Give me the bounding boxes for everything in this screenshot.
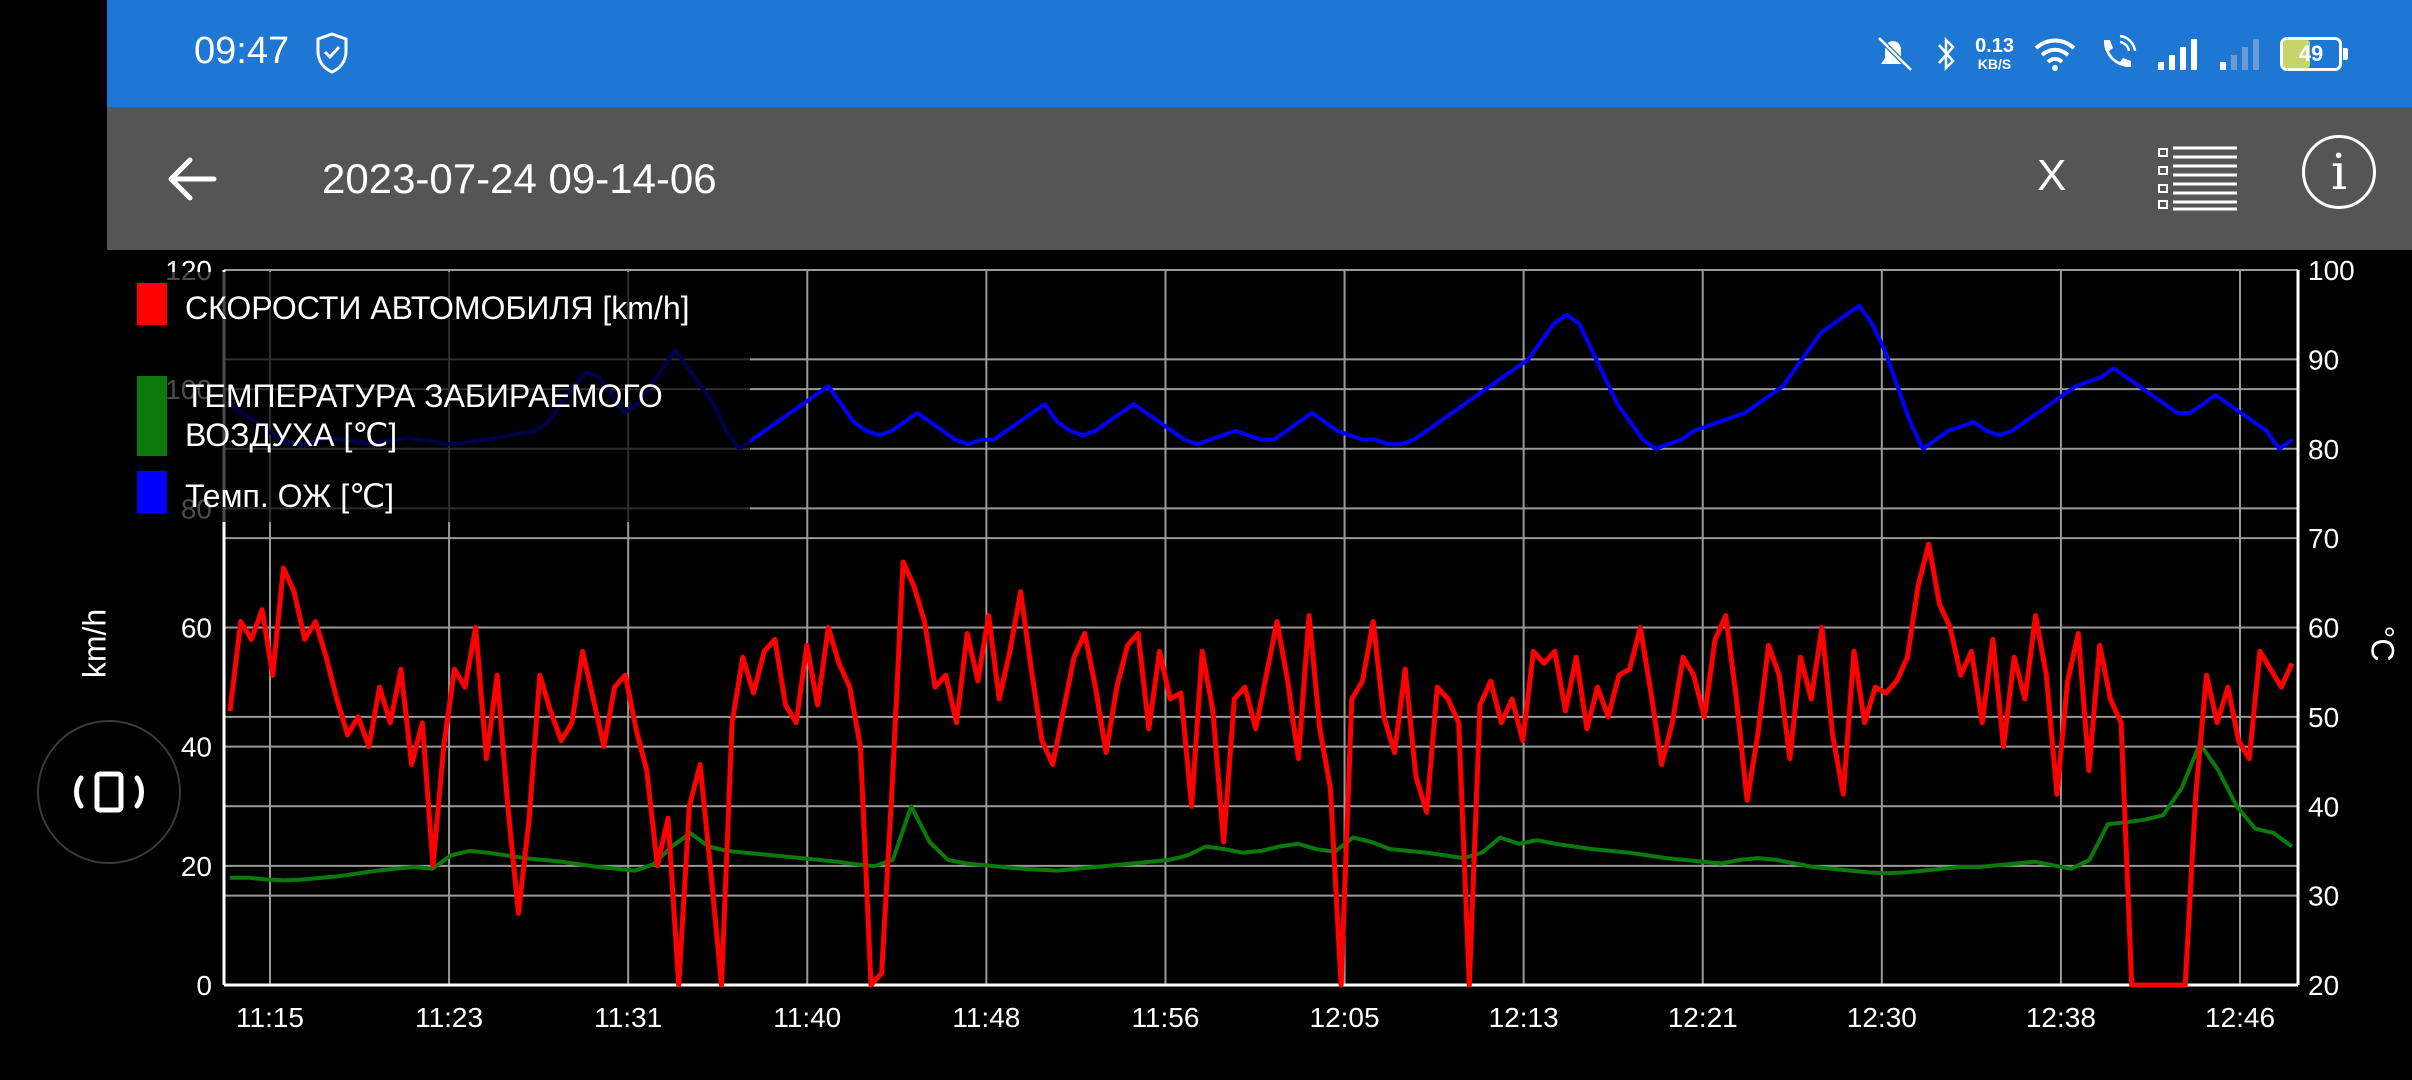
left-tick-label: 60 [181,613,212,644]
x-tick-label: 12:13 [1489,1002,1559,1033]
status-time: 09:47 [194,30,290,72]
right-axis-label: °C [2364,625,2401,662]
x-tick-label: 12:30 [1847,1002,1917,1033]
legend-background [110,272,750,522]
right-tick-label: 90 [2308,344,2339,375]
left-tick-label: 0 [196,970,212,1001]
legend-label: Темп. ОЖ [℃] [185,478,394,514]
left-tick-label: 40 [181,732,212,763]
status-icons: 0.13 KB/S 49 [1873,24,2348,84]
x-tick-label: 11:56 [1131,1002,1199,1033]
telemetry-chart[interactable]: 11:15 11:23 11:31 11:40 11:48 11:56 12:05 12:13… [0,250,2412,1080]
legend-label-line1: ТЕМПЕРАТУРА ЗАБИРАЕМОГО [185,378,663,414]
back-arrow-icon[interactable] [162,149,222,209]
series-line [230,741,2294,883]
right-tick-label: 50 [2308,702,2339,733]
left-tick-label: 20 [181,851,212,882]
mute-icon [1877,36,1913,72]
x-tick-label: 11:40 [773,1002,841,1033]
wifi-icon [2034,38,2076,71]
net-speed-value: 0.13 [1975,35,2014,57]
series-line [227,541,2295,988]
battery-indicator: 49 [2280,37,2348,71]
right-tick-label: 60 [2308,613,2339,644]
list-icon[interactable] [2157,145,2239,211]
shield-icon [316,32,348,74]
net-speed: 0.13 KB/S [1975,36,2014,72]
x-tick-label: 12:46 [2205,1002,2275,1033]
legend-swatch [137,283,167,325]
right-tick-label: 30 [2308,881,2339,912]
x-tick-label: 11:31 [594,1002,662,1033]
volte-call-icon [2103,34,2137,68]
x-tick-label: 12:38 [2026,1002,2096,1033]
right-tick-label: 100 [2308,255,2355,286]
x-axis-toggle-button[interactable]: X [2037,151,2067,200]
legend-label: СКОРОСТИ АВТОМОБИЛЯ [km/h] [185,290,690,326]
right-tick-label: 20 [2308,970,2339,1001]
status-bar: 09:47 0.13 KB/S [107,0,2412,107]
x-tick-label: 12:05 [1310,1002,1380,1033]
info-button[interactable]: i [2302,135,2376,209]
left-axis-label: km/h [76,608,113,679]
x-tick-label: 11:48 [952,1002,1020,1033]
x-tick-label: 11:23 [415,1002,483,1033]
page-title: 2023-07-24 09-14-06 [322,155,717,202]
right-tick-label: 70 [2308,523,2339,554]
net-speed-unit: KB/S [1977,56,2012,72]
rotate-screen-icon [74,771,144,813]
rotate-screen-button[interactable] [37,720,181,864]
x-tick-label: 12:21 [1668,1002,1738,1033]
legend-swatch [137,376,167,456]
signal-icon-sim2 [2220,39,2259,70]
right-tick-label: 40 [2308,791,2339,822]
app-bar: 2023-07-24 09-14-06 X i [107,107,2412,250]
bluetooth-icon [1938,36,1955,72]
x-tick-label: 11:15 [236,1002,304,1033]
signal-icon-sim1 [2158,39,2197,70]
right-tick-label: 80 [2308,434,2339,465]
legend-swatch [137,471,167,513]
legend-label-line2: ВОЗДУХА [℃] [185,417,397,453]
battery-level: 49 [2298,41,2324,66]
